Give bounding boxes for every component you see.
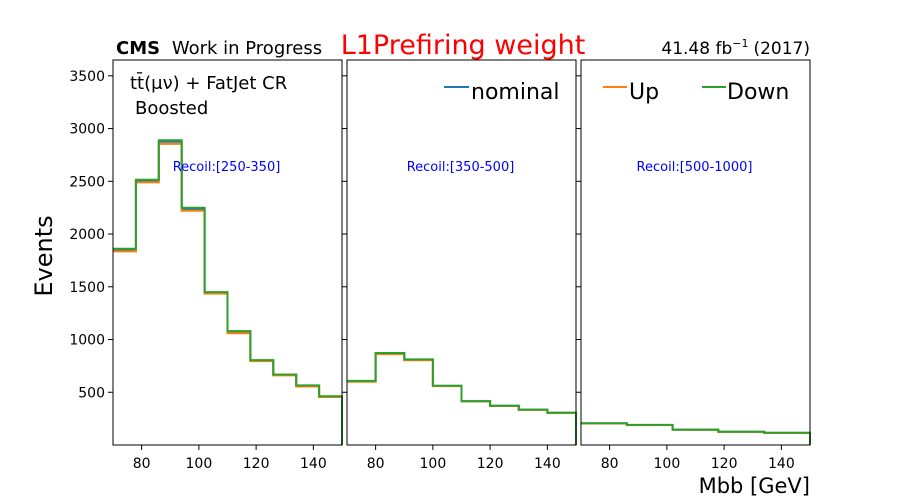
legend-up-label: Up <box>629 80 659 105</box>
x-tick-label: 120 <box>243 456 270 472</box>
panels: 80 100 120 140 500 1000 1500 2000 2500 3000 3500 Re… <box>69 59 811 472</box>
panel-frame <box>580 59 811 446</box>
panel-frame <box>112 59 343 446</box>
x-tick-label: 100 <box>186 456 213 472</box>
legend-down: Down <box>702 80 789 105</box>
legend-nominal: nominal <box>444 80 559 105</box>
x-tick-label: 120 <box>477 456 504 472</box>
year-label: (2017) <box>753 39 810 59</box>
x-tick-label: 140 <box>300 456 327 472</box>
panel-3: 80 100 120 140 Recoil:[500-1000] <box>576 59 811 472</box>
lumi-exponent: −1 <box>732 37 748 50</box>
header-left: CMS Work in Progress <box>116 38 322 59</box>
legend-up: Up <box>603 80 659 105</box>
y-tick-label: 500 <box>78 385 105 401</box>
x-tick-label: 140 <box>768 456 795 472</box>
y-tick-label: 3500 <box>69 69 105 85</box>
x-tick-label: 80 <box>133 456 151 472</box>
x-tick-label: 100 <box>420 456 447 472</box>
series-down-line <box>347 352 577 445</box>
recoil-label: Recoil:[250-350] <box>173 160 281 175</box>
x-tick-label: 80 <box>367 456 385 472</box>
experiment-label: CMS <box>116 38 160 59</box>
y-tick-label: 2000 <box>69 227 105 243</box>
y-tick-label: 2500 <box>69 174 105 190</box>
x-tick-label: 120 <box>711 456 738 472</box>
y-axis-title: Events <box>30 215 58 296</box>
y-tick-label: 1000 <box>69 333 105 349</box>
recoil-label: Recoil:[500-1000] <box>637 160 753 175</box>
panel-2: 80 100 120 140 Recoil:[350-500] <box>342 59 577 472</box>
region-process-label: tt̄(μν) + FatJet CR <box>130 72 287 94</box>
header-right: 41.48 fb−1 (2017) <box>661 37 810 59</box>
panel-1: 80 100 120 140 500 1000 1500 2000 2500 3000 3500 Re… <box>69 59 343 472</box>
x-tick-label: 80 <box>601 456 619 472</box>
panel-frame <box>346 59 577 446</box>
lumi-label: 41.48 fb <box>661 39 732 59</box>
series-down-line <box>113 139 343 445</box>
y-tick-label: 1500 <box>69 280 105 296</box>
legend-down-label: Down <box>727 80 789 105</box>
status-label: Work in Progress <box>172 38 322 59</box>
y-tick-label: 3000 <box>69 122 105 138</box>
region-selection-label: Boosted <box>135 98 208 119</box>
series-down-line <box>581 422 811 445</box>
series-nominal-line <box>581 422 811 445</box>
legend-nominal-label: nominal <box>471 80 559 105</box>
chart-title: L1Prefiring weight <box>341 30 586 61</box>
x-tick-label: 140 <box>534 456 561 472</box>
x-axis-title: Mbb [GeV] <box>699 474 810 498</box>
series-up-line <box>581 422 811 445</box>
x-tick-label: 100 <box>654 456 681 472</box>
recoil-label: Recoil:[350-500] <box>407 160 515 175</box>
